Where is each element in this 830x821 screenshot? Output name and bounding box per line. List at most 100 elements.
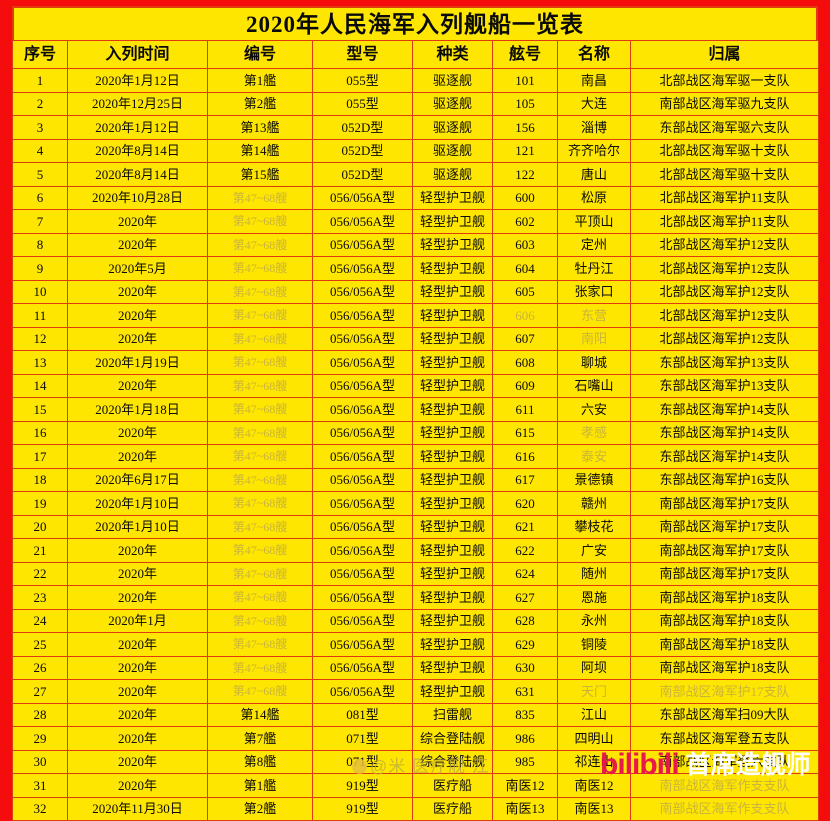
cell-hull: 628 [492,608,558,633]
cell-model: 056/056A型 [312,561,413,586]
cell-date: 2020年 [67,279,208,304]
cell-no: 28 [12,702,68,727]
cell-batch: 第47~68艘 [207,373,313,398]
cell-date: 2020年 [67,632,208,657]
cell-unit: 东部战区海军登五支队 [630,726,819,751]
cell-model: 056/056A型 [312,679,413,704]
cell-category: 轻型护卫舰 [412,491,493,516]
cell-date: 2020年8月14日 [67,162,208,187]
cell-date: 2020年 [67,420,208,445]
cell-no: 17 [12,444,68,469]
cell-hull: 631 [492,679,558,704]
cell-category: 轻型护卫舰 [412,679,493,704]
cell-hull: 630 [492,655,558,680]
cell-hull: 607 [492,326,558,351]
cell-date: 2020年1月12日 [67,115,208,140]
cell-model: 055型 [312,68,413,93]
cell-hull: 603 [492,232,558,257]
cell-hull: 629 [492,632,558,657]
cell-name: 赣州 [557,491,631,516]
cell-no: 2 [12,91,68,116]
cell-name: 永州 [557,608,631,633]
table-row: 32 2020年11月30日 第2艦 919型 医疗船 南医13 南医13 南部战区海军作支支… [12,796,819,821]
cell-category: 轻型护卫舰 [412,209,493,234]
cell-model: 056/056A型 [312,444,413,469]
cell-date: 2020年1月19日 [67,350,208,375]
cell-unit: 南部战区海军作支支队 [630,773,819,798]
column-header-6: 名称 [557,40,631,69]
cell-name: 定州 [557,232,631,257]
cell-unit: 北部战区海军护12支队 [630,303,819,328]
cell-no: 29 [12,726,68,751]
cell-batch: 第47~68艘 [207,326,313,351]
cell-hull: 627 [492,585,558,610]
cell-category: 轻型护卫舰 [412,655,493,680]
cell-hull: 615 [492,420,558,445]
cell-name: 东营 [557,303,631,328]
cell-hull: 611 [492,397,558,422]
cell-unit: 北部战区海军驱十支队 [630,138,819,163]
cell-unit: 南部战区海军护17支队 [630,514,819,539]
cell-name: 江山 [557,702,631,727]
cell-category: 轻型护卫舰 [412,608,493,633]
cell-name: 石嘴山 [557,373,631,398]
cell-hull: 122 [492,162,558,187]
cell-batch: 第47~68艘 [207,232,313,257]
table-row: 11 2020年 第47~68艘 056/056A型 轻型护卫舰 606 东营 北部战区海军护… [12,303,819,328]
cell-batch: 第47~68艘 [207,420,313,445]
cell-hull: 600 [492,185,558,210]
cell-category: 驱逐舰 [412,91,493,116]
cell-date: 2020年 [67,303,208,328]
cell-hull: 617 [492,467,558,492]
table-row: 20 2020年1月10日 第47~68艘 056/056A型 轻型护卫舰 621 攀枝花南… [12,514,819,539]
table-row: 12 2020年 第47~68艘 056/056A型 轻型护卫舰 607 南阳 北部战区海军护… [12,326,819,351]
cell-batch: 第14艦 [207,138,313,163]
cell-model: 056/056A型 [312,467,413,492]
table-row: 15 2020年1月18日 第47~68艘 056/056A型 轻型护卫舰 611 六安 东部… [12,397,819,422]
cell-name: 铜陵 [557,632,631,657]
cell-name: 南医13 [557,796,631,821]
cell-hull: 105 [492,91,558,116]
cell-name: 四明山 [557,726,631,751]
cell-hull: 609 [492,373,558,398]
cell-batch: 第13艦 [207,115,313,140]
cell-hull: 620 [492,491,558,516]
cell-batch: 第47~68艘 [207,185,313,210]
cell-unit: 北部战区海军护11支队 [630,209,819,234]
cell-unit: 南部战区海军护17支队 [630,679,819,704]
table-row: 7 2020年 第47~68艘 056/056A型 轻型护卫舰 602 平顶山 北部战区海军护… [12,209,819,234]
cell-hull: 986 [492,726,558,751]
table-row: 29 2020年 第7艦 071型 综合登陆舰 986 四明山 东部战区海军登五支队 [12,726,819,751]
cell-no: 32 [12,796,68,821]
table-row: 28 2020年 第14艦 081型 扫雷舰 835 江山 东部战区海军扫09大队 [12,702,819,727]
cell-category: 轻型护卫舰 [412,279,493,304]
table-row: 3 2020年1月12日 第13艦 052D型 驱逐舰 156 淄博 东部战区海军驱六支队 [12,115,819,140]
cell-batch: 第47~68艘 [207,632,313,657]
cell-batch: 第47~68艘 [207,209,313,234]
cell-category: 驱逐舰 [412,68,493,93]
cell-category: 驱逐舰 [412,162,493,187]
cell-model: 056/056A型 [312,185,413,210]
cell-unit: 南部战区海军护18支队 [630,608,819,633]
cell-model: 056/056A型 [312,209,413,234]
cell-unit: 北部战区海军护12支队 [630,279,819,304]
cell-name: 南昌 [557,68,631,93]
cell-name: 景德镇 [557,467,631,492]
cell-hull: 624 [492,561,558,586]
cell-no: 8 [12,232,68,257]
cell-date: 2020年 [67,679,208,704]
cell-date: 2020年 [67,373,208,398]
cell-category: 轻型护卫舰 [412,585,493,610]
page-title: 2020年人民海军入列舰船一览表 [12,6,818,40]
table-row: 4 2020年8月14日 第14艦 052D型 驱逐舰 121 齐齐哈尔 北部战区海军驱十支队 [12,138,819,163]
cell-name: 淄博 [557,115,631,140]
cell-batch: 第14艦 [207,702,313,727]
cell-category: 驱逐舰 [412,115,493,140]
cell-hull: 606 [492,303,558,328]
cell-category: 轻型护卫舰 [412,514,493,539]
cell-date: 2020年 [67,326,208,351]
column-header-3: 型号 [312,40,413,69]
cell-category: 医疗船 [412,796,493,821]
ship-commissioning-table: 序号 入列时间 编号 型号 种类 舷号 名称 归属 1 2020年1月12日 第1艦 055型 驱逐舰… [12,40,819,821]
cell-category: 医疗船 [412,773,493,798]
